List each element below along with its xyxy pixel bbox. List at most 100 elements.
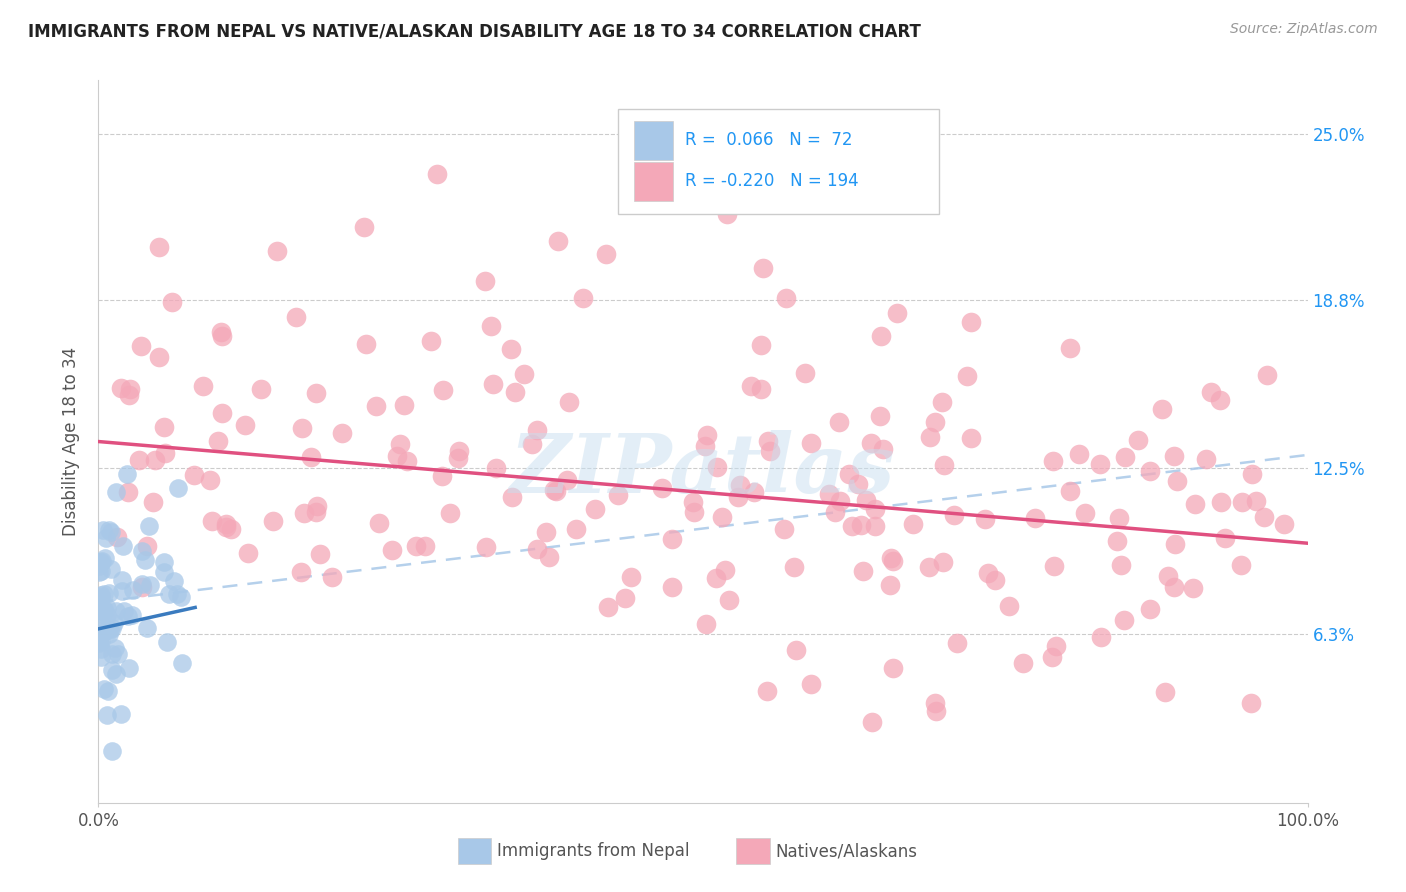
Point	[381, 543, 404, 558]
Point	[388, 437, 411, 451]
Text: Source: ZipAtlas.com: Source: ZipAtlas.com	[1230, 22, 1378, 37]
Point	[1042, 558, 1064, 573]
Point	[138, 519, 160, 533]
Point	[1139, 464, 1161, 478]
Point	[90, 590, 112, 604]
Point	[718, 593, 741, 607]
Point	[1042, 454, 1064, 468]
Point	[943, 508, 966, 522]
Point	[838, 467, 860, 481]
Point	[89, 556, 111, 570]
Point	[121, 607, 143, 622]
Text: Natives/Alaskans: Natives/Alaskans	[776, 842, 918, 860]
Point	[94, 531, 117, 545]
Point	[233, 418, 256, 433]
Point	[87, 636, 110, 650]
Point	[860, 715, 883, 730]
Point	[824, 505, 846, 519]
Point	[100, 524, 122, 539]
Point	[565, 522, 588, 536]
Point	[756, 684, 779, 698]
Point	[104, 640, 127, 655]
Point	[879, 578, 901, 592]
Point	[595, 247, 617, 261]
Point	[775, 291, 797, 305]
Point	[1139, 601, 1161, 615]
Point	[96, 708, 118, 723]
Point	[1045, 639, 1067, 653]
Point	[98, 623, 121, 637]
Point	[447, 450, 470, 465]
Point	[924, 696, 946, 710]
Point	[661, 533, 683, 547]
Point	[869, 409, 891, 423]
Point	[555, 473, 578, 487]
Point	[90, 556, 112, 570]
Point	[200, 473, 222, 487]
Point	[120, 382, 142, 396]
Point	[1166, 474, 1188, 488]
Point	[96, 600, 118, 615]
Point	[474, 274, 496, 288]
Point	[1012, 656, 1035, 670]
Point	[129, 339, 152, 353]
Point	[107, 647, 129, 661]
Point	[97, 586, 120, 600]
Point	[536, 524, 558, 539]
Point	[153, 565, 176, 579]
Point	[439, 506, 461, 520]
Point	[96, 607, 118, 622]
Point	[1163, 580, 1185, 594]
Point	[111, 584, 134, 599]
Point	[596, 599, 619, 614]
Point	[501, 490, 523, 504]
Point	[1244, 494, 1267, 508]
Point	[89, 629, 111, 643]
Point	[392, 398, 415, 412]
Point	[752, 260, 775, 275]
Point	[742, 485, 765, 500]
Point	[396, 453, 419, 467]
Point	[321, 570, 343, 584]
Point	[100, 562, 122, 576]
Point	[250, 382, 273, 396]
Point	[1195, 451, 1218, 466]
Point	[1184, 496, 1206, 510]
Point	[880, 550, 903, 565]
Point	[87, 592, 110, 607]
Point	[110, 707, 132, 722]
Point	[136, 621, 159, 635]
FancyBboxPatch shape	[735, 838, 769, 864]
Point	[800, 436, 823, 450]
Point	[117, 485, 139, 500]
Point	[783, 560, 806, 574]
Point	[118, 661, 141, 675]
Point	[105, 530, 128, 544]
Point	[432, 383, 454, 397]
Point	[266, 244, 288, 259]
Point	[959, 431, 981, 445]
FancyBboxPatch shape	[634, 162, 672, 201]
Point	[1199, 384, 1222, 399]
Point	[1272, 516, 1295, 531]
Point	[1024, 511, 1046, 525]
Point	[848, 476, 870, 491]
Point	[105, 666, 128, 681]
Point	[984, 574, 1007, 588]
Point	[1090, 630, 1112, 644]
Point	[160, 295, 183, 310]
Point	[292, 506, 315, 520]
Point	[668, 180, 690, 194]
Point	[138, 578, 160, 592]
Point	[93, 604, 115, 618]
Point	[818, 487, 841, 501]
Point	[143, 452, 166, 467]
Point	[1074, 506, 1097, 520]
Point	[558, 394, 581, 409]
Point	[115, 467, 138, 482]
Point	[855, 492, 877, 507]
Point	[330, 425, 353, 440]
Point	[869, 328, 891, 343]
Point	[1154, 684, 1177, 698]
Point	[131, 544, 153, 558]
